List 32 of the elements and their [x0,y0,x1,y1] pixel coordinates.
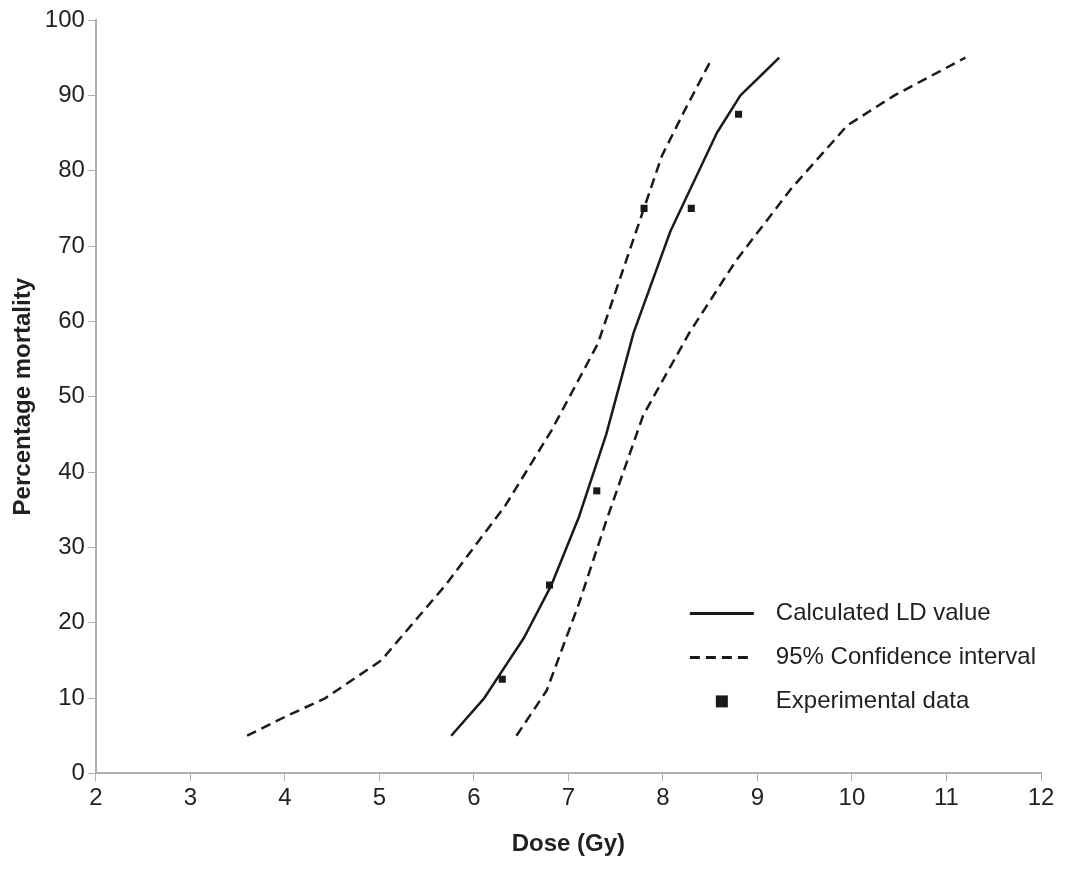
x-tick-label: 5 [372,783,387,811]
legend-label: 95% Confidence interval [775,642,1036,670]
point [687,204,695,212]
point [498,675,506,683]
x-tick-label: 9 [750,783,765,811]
point [593,487,601,495]
y-tick-label: 40 [58,456,85,484]
x-tick-label: 7 [561,783,576,811]
x-tick-label: 8 [656,783,670,811]
y-tick-label: 100 [44,4,85,32]
y-tick-label: 60 [58,305,85,333]
legend-label: Experimental data [775,686,970,714]
y-tick-label: 20 [58,607,85,635]
y-tick-label: 30 [58,532,85,560]
x-tick-label: 12 [1027,783,1055,811]
point [640,204,648,212]
y-tick-label: 90 [58,79,85,107]
y-tick-label: 0 [71,758,85,786]
x-tick-label: 2 [89,783,103,811]
y-tick-label: 80 [58,155,85,183]
y-tick-label: 70 [58,230,85,258]
x-axis-title: Dose (Gy) [511,829,626,857]
y-tick-label: 50 [58,381,85,409]
x-tick-label: 6 [467,783,481,811]
x-tick-label: 11 [934,783,959,811]
y-tick-label: 10 [58,682,85,710]
x-tick-label: 10 [838,783,866,811]
legend-label: Calculated LD value [775,598,991,626]
y-axis-title: Percentage mortality [8,277,36,516]
point [735,110,743,118]
x-tick-label: 4 [278,783,292,811]
x-tick-label: 3 [183,783,198,811]
